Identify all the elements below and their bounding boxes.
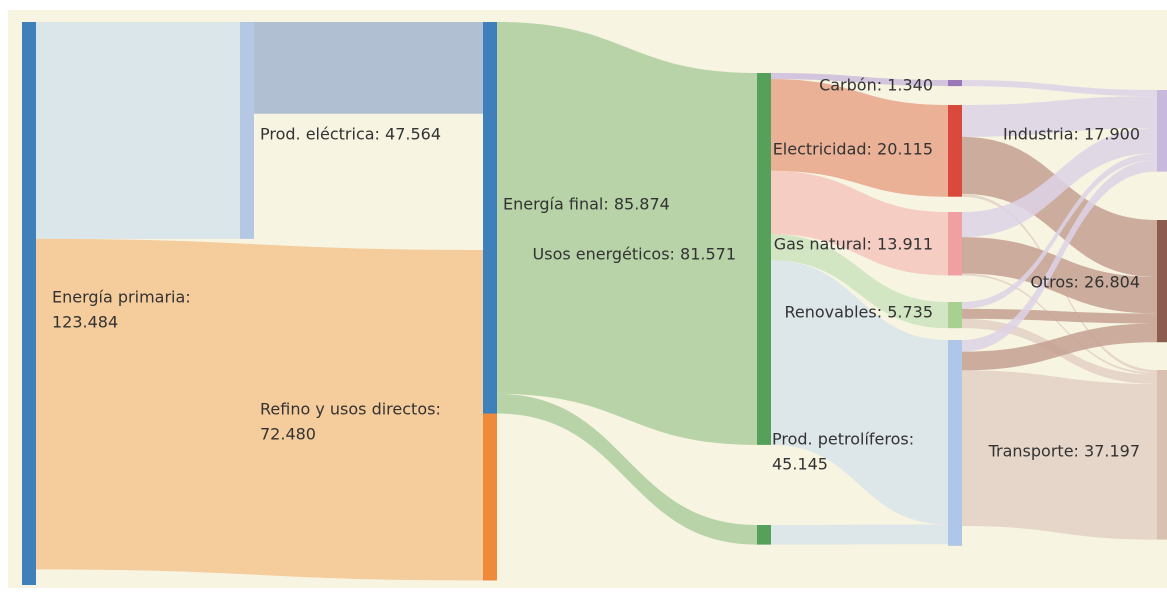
- node-label: Transporte: 37.197: [988, 442, 1140, 461]
- flow: [962, 159, 1157, 352]
- node: [948, 302, 962, 329]
- node-label: Prod. petrolíferos:: [772, 430, 914, 449]
- flow: [497, 393, 757, 545]
- node-label: 45.145: [772, 455, 828, 474]
- flow: [771, 73, 948, 87]
- node-label: Prod. eléctrica: 47.564: [260, 125, 441, 144]
- flow: [497, 22, 757, 445]
- node: [22, 22, 36, 585]
- node: [757, 525, 771, 545]
- node-label: 72.480: [260, 425, 316, 444]
- node-label: Usos energéticos: 81.571: [533, 245, 736, 264]
- flow: [962, 308, 1157, 324]
- node: [948, 340, 962, 546]
- node-label: Industria: 17.900: [1003, 125, 1140, 144]
- flow: [771, 524, 948, 545]
- node: [948, 80, 962, 87]
- flow: [254, 22, 483, 114]
- flow: [962, 96, 1157, 137]
- flow: [962, 128, 1157, 238]
- node-label: Energía primaria:: [52, 288, 191, 307]
- flow: [36, 22, 240, 239]
- node-label: Electricidad: 20.115: [773, 140, 933, 159]
- node-label: 123.484: [52, 313, 118, 332]
- nodes: [22, 22, 1167, 585]
- node-label: Otros: 26.804: [1030, 273, 1140, 292]
- flow: [962, 237, 1157, 314]
- node: [1157, 220, 1167, 343]
- flow: [962, 136, 1157, 277]
- node-label: Refino y usos directos:: [260, 400, 441, 419]
- flow: [771, 170, 948, 276]
- node: [483, 22, 497, 414]
- node: [757, 73, 771, 445]
- flow: [962, 323, 1157, 371]
- node: [948, 105, 962, 197]
- flow: [36, 238, 483, 581]
- node-label: Energía final: 85.874: [503, 195, 670, 214]
- node-label: Gas natural: 13.911: [774, 235, 933, 254]
- flow: [771, 79, 948, 197]
- node-label: Carbón: 1.340: [819, 76, 933, 95]
- flow: [771, 234, 948, 329]
- node: [1157, 370, 1167, 540]
- node-label: Renovables: 5.735: [784, 303, 933, 322]
- flow: [962, 370, 1157, 540]
- flow: [962, 153, 1157, 309]
- node: [1157, 90, 1167, 172]
- flow: [962, 273, 1157, 375]
- labels: Energía primaria: 123.484 Prod. eléctrica:…: [52, 76, 1140, 474]
- flow: [771, 260, 948, 525]
- node: [240, 22, 254, 239]
- node: [948, 212, 962, 276]
- flow: [962, 80, 1157, 97]
